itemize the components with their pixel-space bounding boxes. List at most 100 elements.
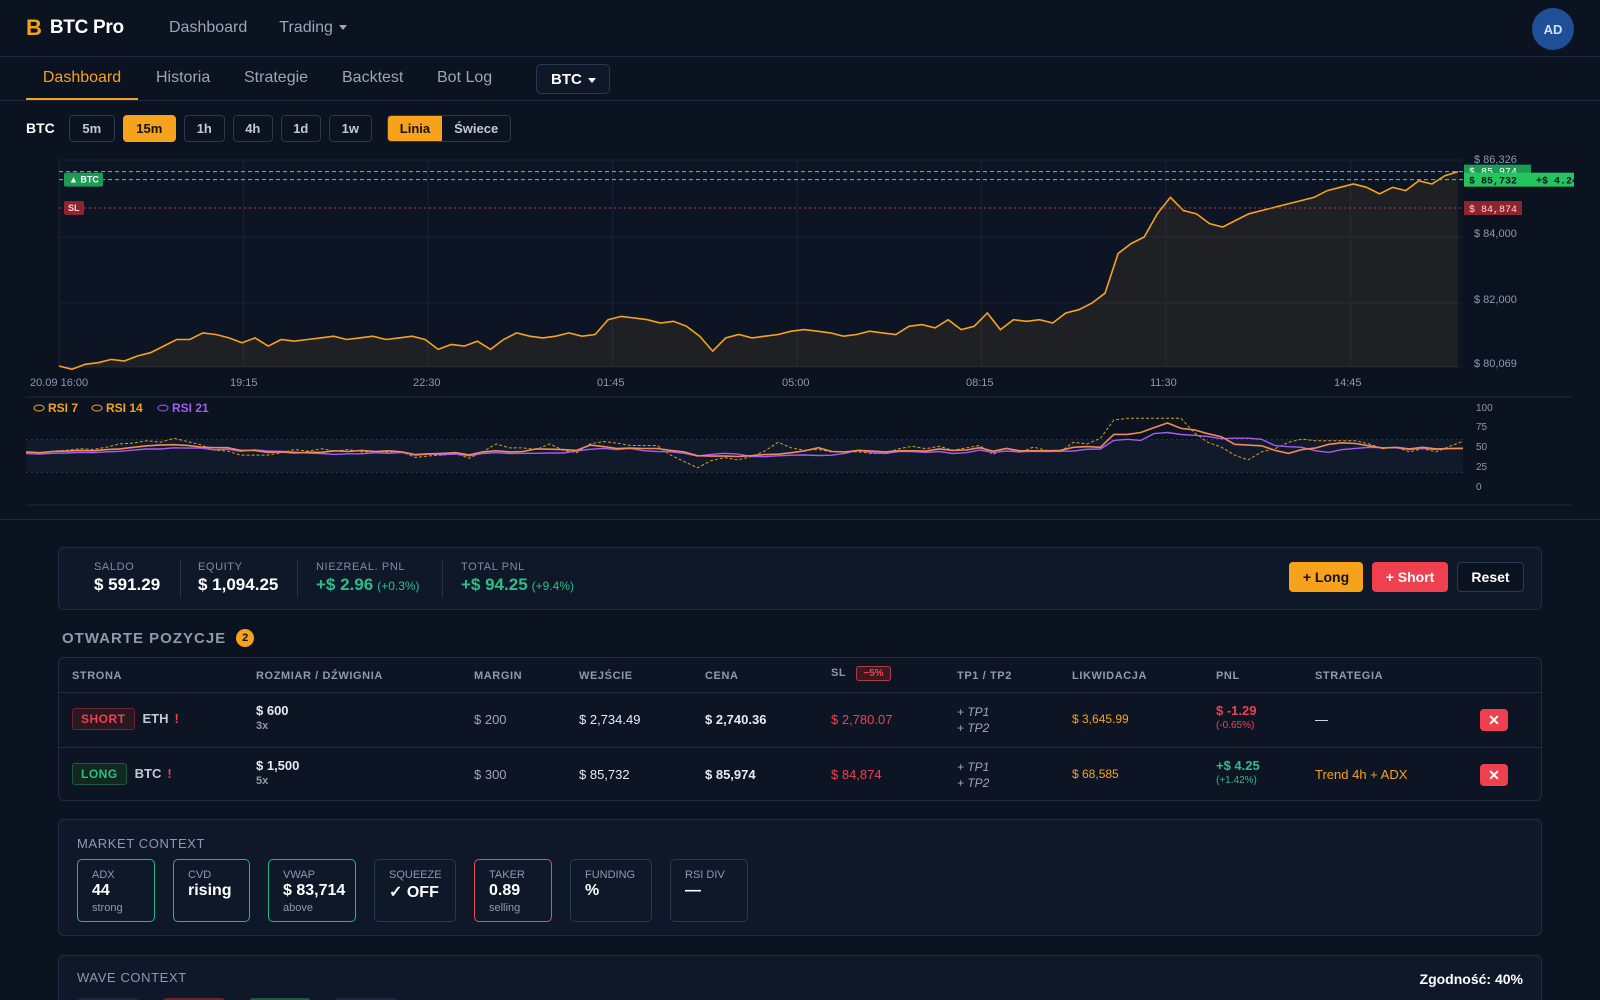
col-strategy: STRATEGIA	[1315, 670, 1384, 682]
total-amount: +$ 94.25	[461, 575, 528, 594]
col-pnl: PNL	[1216, 670, 1240, 682]
stat-divider	[180, 560, 181, 598]
rsi14-line	[25, 422, 1464, 458]
tab-strategie[interactable]: Strategie	[244, 69, 309, 86]
price-plot-background	[59, 160, 1463, 367]
x-tick-label: 01:45	[597, 377, 625, 389]
tp2-button[interactable]: + TP2	[957, 721, 990, 735]
eye-icon	[91, 404, 103, 412]
side-badge: LONG	[72, 763, 127, 785]
liquidation-cell: $ 68,585	[1072, 767, 1119, 781]
chart-symbol: BTC	[26, 120, 55, 136]
nav-trading[interactable]: Trading	[279, 19, 347, 37]
timeframe-1d[interactable]: 1d	[280, 114, 321, 142]
eye-icon	[33, 404, 45, 412]
entry-tag	[64, 172, 103, 187]
rsi-tick-label: 25	[1476, 462, 1488, 473]
x-tick-label: 05:00	[782, 377, 810, 389]
pnl-label: +$ 4.24	[1536, 176, 1578, 188]
chart-type-candles[interactable]: Świece	[454, 120, 499, 136]
size-value: $ 600	[256, 703, 289, 718]
unrealized-amount: +$ 2.96	[316, 575, 374, 594]
sl-cell[interactable]: $ 2,780.07	[831, 712, 893, 727]
tp1-button[interactable]: + TP1	[957, 705, 990, 719]
close-position-button[interactable]: ✕	[1480, 709, 1508, 731]
avatar[interactable]: AD	[1532, 8, 1574, 50]
timeframe-1h[interactable]: 1h	[183, 114, 225, 142]
rsi-tick-label: 100	[1476, 403, 1493, 414]
y-tick-label: $ 86,326	[1474, 154, 1517, 166]
stat-total-value: +$ 94.25 (+9.4%)	[461, 575, 574, 595]
sl-cell[interactable]: $ 84,874	[831, 767, 882, 782]
chevron-down-icon	[338, 25, 347, 31]
tab-dashboard[interactable]: Dashboard	[26, 57, 138, 100]
bitcoin-icon: B	[26, 15, 42, 40]
timeframe-15m[interactable]: 15m	[122, 114, 176, 142]
rsi-tick-label: 0	[1476, 482, 1482, 493]
pnl-box	[1531, 172, 1574, 187]
card-sub: above	[283, 902, 313, 914]
stat-equity-label: EQUITY	[198, 561, 243, 573]
stat-total-label: TOTAL PNL	[461, 561, 525, 573]
card-value: —	[685, 882, 701, 899]
app-logo[interactable]: B BTC Pro	[26, 17, 124, 39]
card-label: CVD	[188, 869, 212, 881]
tab-backtest[interactable]: Backtest	[342, 69, 404, 86]
nav-dashboard[interactable]: Dashboard	[169, 19, 248, 36]
timeframe-5m[interactable]: 5m	[68, 114, 115, 142]
wave-chip	[335, 998, 397, 1000]
side-badge: SHORT	[72, 708, 135, 730]
context-card-funding: FUNDING %	[570, 859, 652, 922]
col-tp: TP1 / TP2	[957, 670, 1012, 682]
tp1-button[interactable]: + TP1	[957, 760, 990, 774]
open-short-button[interactable]: + Short	[1372, 562, 1448, 592]
price-chart[interactable]: ▲ BTC SL $ 86,326 $ 84,000 $ 82,000 $ 80,069 $…	[0, 150, 1600, 520]
context-card-adx: ADX 44 strong	[77, 859, 155, 922]
market-context-panel: MARKET CONTEXT ADX 44 strong CVD rising …	[58, 819, 1542, 936]
card-value: $ 83,714	[283, 882, 346, 899]
asset-select[interactable]: BTC	[536, 64, 610, 94]
price-chart-area[interactable]: ▲ BTC SL $ 86,326 $ 84,000 $ 82,000 $ 80,069 $…	[0, 150, 1600, 520]
reset-button[interactable]: Reset	[1457, 562, 1524, 592]
warning-icon: !	[174, 711, 179, 726]
col-size: ROZMIAR / DŹWIGNIA	[256, 670, 383, 682]
top-nav: Dashboard Trading	[169, 19, 347, 37]
chart-type-toggle: Linia Świece	[386, 114, 512, 142]
sl-price-box	[1464, 201, 1522, 216]
rsi-legend-label: RSI 14	[106, 401, 143, 415]
size-cell: $ 1,500 5x	[256, 758, 299, 787]
context-card-cvd: CVD rising	[173, 859, 250, 922]
symbol: BTC	[134, 766, 162, 781]
tab-historia[interactable]: Historia	[156, 69, 211, 86]
sl-percent-pill[interactable]: −5%	[856, 666, 891, 681]
col-price: CENA	[705, 670, 739, 682]
entry-price-label: $ 85,732	[1469, 176, 1517, 188]
card-value: %	[585, 882, 600, 899]
close-position-button[interactable]: ✕	[1480, 764, 1508, 786]
timeframe-1w[interactable]: 1w	[328, 114, 372, 142]
stat-saldo-label: SALDO	[94, 561, 135, 573]
stat-equity-value: $ 1,094.25	[198, 575, 279, 594]
wave-chip	[249, 998, 311, 1000]
pnl-cell: +$ 4.25 (+1.42%)	[1216, 758, 1260, 786]
entry-tag-label: ▲ BTC	[69, 175, 99, 185]
chart-type-line[interactable]: Linia	[387, 115, 443, 141]
leverage-value: 5x	[256, 775, 269, 787]
price-area-fill	[59, 171, 1458, 370]
x-tick-label: 08:15	[966, 377, 994, 389]
pnl-percent: (-0.65%)	[1216, 720, 1255, 731]
stat-saldo-value: $ 591.29	[94, 575, 161, 594]
tp2-button[interactable]: + TP2	[957, 776, 990, 790]
tab-bar: Dashboard Historia Strategie Backtest Bo…	[0, 57, 1600, 101]
timeframe-4h[interactable]: 4h	[232, 114, 273, 142]
stat-unrealized-label: NIEZREAL. PNL	[316, 561, 406, 573]
top-bar: B BTC Pro Dashboard Trading AD	[0, 0, 1600, 57]
open-long-button[interactable]: + Long	[1289, 562, 1363, 592]
chevron-down-icon	[587, 77, 596, 83]
rsi7-line	[25, 417, 1464, 469]
account-stats-bar: SALDO $ 591.29 EQUITY $ 1,094.25 NIEZREA…	[58, 547, 1542, 610]
tab-bot-log[interactable]: Bot Log	[437, 69, 493, 86]
asset-select-value: BTC	[551, 71, 582, 88]
symbol: ETH	[142, 711, 169, 726]
app-name: BTC Pro	[49, 17, 124, 38]
